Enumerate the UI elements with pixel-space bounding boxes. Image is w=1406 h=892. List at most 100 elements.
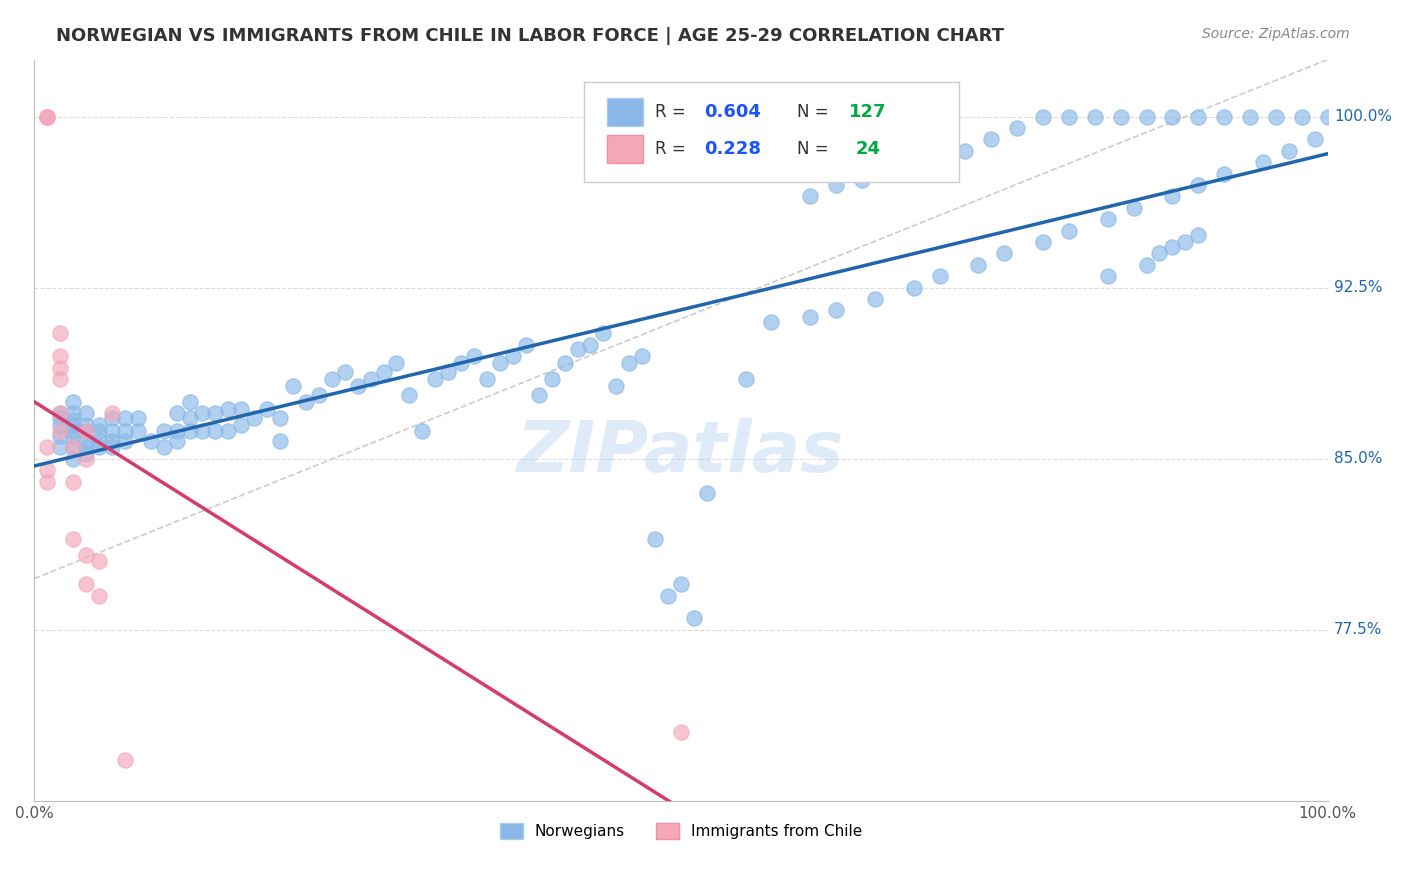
- Text: R =: R =: [655, 140, 692, 158]
- Point: [1251, 155, 1274, 169]
- Point: [62, 451, 84, 466]
- Point: [799, 189, 821, 203]
- Text: 0.228: 0.228: [704, 140, 761, 158]
- Point: [114, 410, 136, 425]
- Point: [373, 365, 395, 379]
- Point: [49, 349, 72, 363]
- Point: [1161, 189, 1184, 203]
- FancyBboxPatch shape: [607, 136, 644, 163]
- Point: [49, 425, 72, 439]
- Point: [101, 441, 124, 455]
- FancyBboxPatch shape: [607, 98, 644, 127]
- Point: [49, 417, 72, 432]
- Point: [166, 425, 188, 439]
- Point: [231, 401, 253, 416]
- Point: [1278, 144, 1301, 158]
- Point: [631, 349, 654, 363]
- Point: [152, 425, 174, 439]
- Point: [49, 372, 72, 386]
- Point: [281, 378, 304, 392]
- Point: [49, 441, 72, 455]
- Point: [993, 246, 1015, 260]
- Point: [619, 356, 641, 370]
- Point: [1084, 110, 1107, 124]
- Point: [1187, 178, 1209, 192]
- Point: [825, 178, 848, 192]
- Point: [62, 441, 84, 455]
- Point: [1005, 121, 1028, 136]
- Point: [1057, 224, 1080, 238]
- Point: [62, 441, 84, 455]
- Point: [75, 548, 97, 562]
- Point: [540, 372, 562, 386]
- Point: [62, 394, 84, 409]
- FancyBboxPatch shape: [583, 82, 959, 182]
- Text: 127: 127: [849, 103, 887, 121]
- Point: [75, 577, 97, 591]
- Point: [502, 349, 524, 363]
- Text: 92.5%: 92.5%: [1334, 280, 1382, 295]
- Point: [1097, 269, 1119, 284]
- Point: [166, 434, 188, 448]
- Point: [114, 434, 136, 448]
- Point: [1109, 110, 1132, 124]
- Point: [489, 356, 512, 370]
- Point: [346, 378, 368, 392]
- Point: [75, 447, 97, 461]
- Point: [669, 725, 692, 739]
- Point: [1303, 132, 1326, 146]
- Legend: Norwegians, Immigrants from Chile: Norwegians, Immigrants from Chile: [494, 817, 868, 845]
- Point: [87, 434, 110, 448]
- Point: [179, 425, 201, 439]
- Point: [863, 292, 886, 306]
- Text: 77.5%: 77.5%: [1334, 623, 1382, 637]
- Point: [928, 269, 950, 284]
- Point: [1316, 110, 1339, 124]
- Point: [101, 434, 124, 448]
- Point: [308, 388, 330, 402]
- Point: [1239, 110, 1261, 124]
- Point: [75, 451, 97, 466]
- Point: [87, 441, 110, 455]
- Point: [139, 434, 162, 448]
- Point: [799, 310, 821, 325]
- Point: [437, 365, 460, 379]
- Point: [37, 110, 59, 124]
- Point: [204, 406, 226, 420]
- Point: [644, 532, 666, 546]
- Text: 100.0%: 100.0%: [1334, 109, 1392, 124]
- Point: [333, 365, 356, 379]
- Point: [527, 388, 550, 402]
- Point: [75, 425, 97, 439]
- Point: [1187, 228, 1209, 243]
- Point: [127, 425, 149, 439]
- Point: [101, 410, 124, 425]
- Point: [669, 577, 692, 591]
- Point: [114, 425, 136, 439]
- Point: [295, 394, 318, 409]
- Point: [1213, 167, 1236, 181]
- Point: [463, 349, 485, 363]
- Point: [75, 441, 97, 455]
- Point: [127, 410, 149, 425]
- Point: [204, 425, 226, 439]
- Point: [62, 406, 84, 420]
- Text: R =: R =: [655, 103, 692, 121]
- Point: [87, 417, 110, 432]
- Point: [62, 413, 84, 427]
- Point: [825, 303, 848, 318]
- Point: [696, 486, 718, 500]
- Point: [475, 372, 498, 386]
- Point: [243, 410, 266, 425]
- Point: [734, 372, 756, 386]
- Point: [967, 258, 990, 272]
- Point: [515, 337, 537, 351]
- Point: [605, 378, 627, 392]
- Point: [1264, 110, 1286, 124]
- Point: [1135, 110, 1157, 124]
- Point: [1213, 110, 1236, 124]
- Point: [152, 441, 174, 455]
- Point: [37, 475, 59, 489]
- Point: [398, 388, 420, 402]
- Point: [179, 394, 201, 409]
